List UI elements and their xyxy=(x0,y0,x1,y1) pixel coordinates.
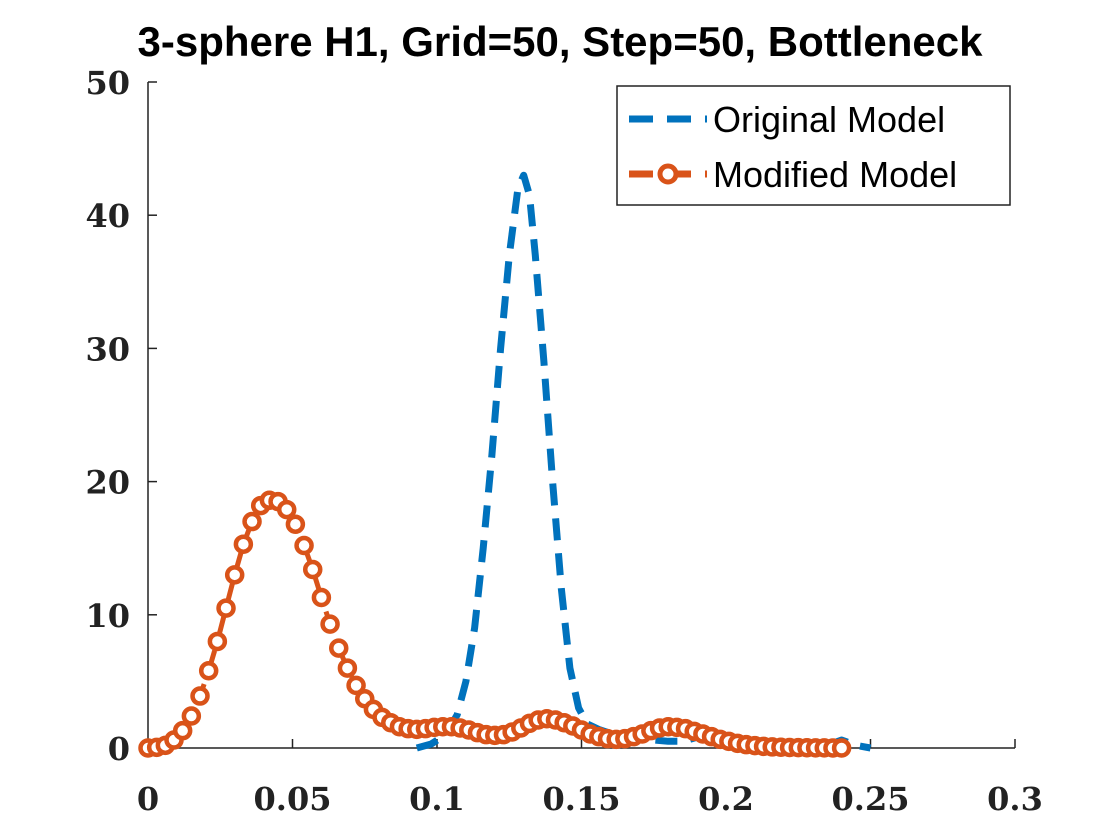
legend-box xyxy=(616,85,1011,206)
data-point xyxy=(216,598,236,618)
y-tick-label: 10 xyxy=(85,597,130,635)
x-tick-label: 0.05 xyxy=(254,780,332,818)
data-point xyxy=(181,706,202,726)
y-tick-label: 20 xyxy=(85,464,130,502)
data-point xyxy=(207,631,228,652)
data-point xyxy=(311,587,332,608)
data-point xyxy=(337,658,358,678)
axes: 0 0.05 0.1 0.15 0.2 0.25 0.3 0 10 20 30 40 50 xyxy=(85,64,1042,818)
legend-marker xyxy=(657,163,679,185)
data-point xyxy=(276,499,297,520)
x-tick-label: 0 xyxy=(137,780,159,818)
series-layer xyxy=(138,171,872,758)
data-point xyxy=(294,535,314,556)
x-tick-label: 0.15 xyxy=(543,780,621,818)
chart-title: 3-sphere H1, Grid=50, Step=50, Bottlenec… xyxy=(137,18,983,65)
y-tick-label: 30 xyxy=(85,330,130,368)
x-tick-label: 0.1 xyxy=(409,780,465,818)
data-point xyxy=(285,514,306,534)
legend: Original Model Modified Model xyxy=(616,85,1011,206)
y-tick-label: 0 xyxy=(108,730,130,768)
data-point xyxy=(172,720,193,741)
series-line-1 xyxy=(415,171,872,752)
y-tick-label: 40 xyxy=(85,197,130,235)
data-point xyxy=(320,614,340,634)
x-tick-label: 0.3 xyxy=(987,780,1043,818)
y-tick-label: 50 xyxy=(85,64,130,102)
data-point xyxy=(302,559,323,580)
data-point xyxy=(224,565,245,585)
data-point xyxy=(831,738,852,758)
data-point xyxy=(242,511,262,532)
data-point xyxy=(233,534,254,554)
data-point xyxy=(198,660,219,681)
series-line-2 xyxy=(147,497,842,751)
data-point xyxy=(190,686,210,706)
data-point xyxy=(346,675,366,696)
legend-label-1: Original Model xyxy=(713,99,945,140)
x-tick-label: 0.25 xyxy=(832,780,910,818)
x-tick-label: 0.2 xyxy=(698,780,754,818)
data-point xyxy=(328,638,349,658)
legend-label-2: Modified Model xyxy=(713,154,957,195)
